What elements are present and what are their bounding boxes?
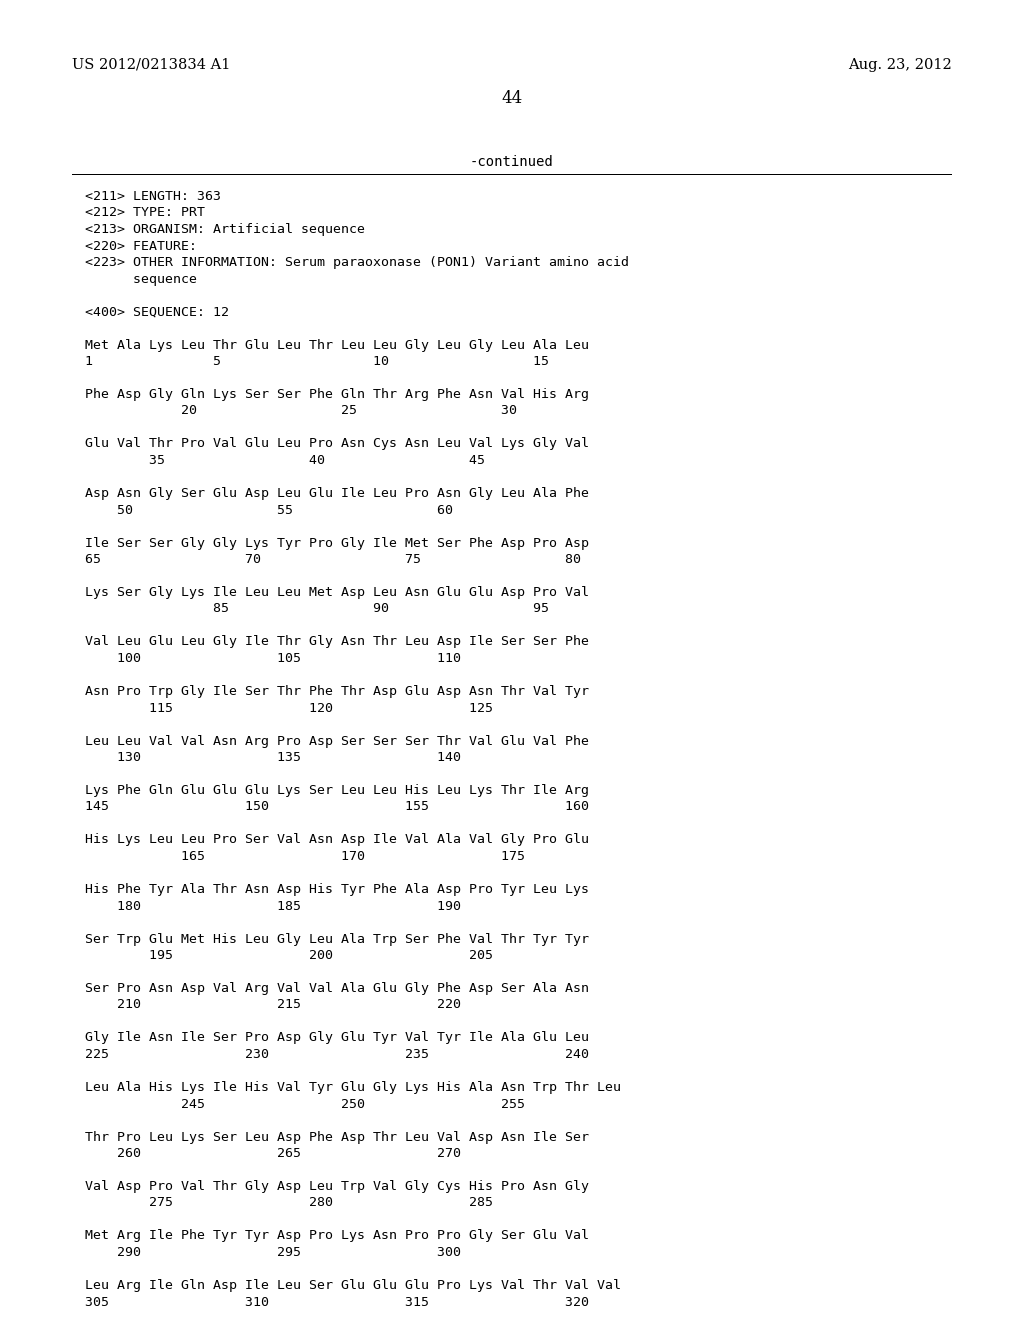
Text: <213> ORGANISM: Artificial sequence: <213> ORGANISM: Artificial sequence — [85, 223, 365, 236]
Text: Lys Phe Gln Glu Glu Glu Lys Ser Leu Leu His Leu Lys Thr Ile Arg: Lys Phe Gln Glu Glu Glu Lys Ser Leu Leu … — [85, 784, 589, 797]
Text: Lys Ser Gly Lys Ile Leu Leu Met Asp Leu Asn Glu Glu Asp Pro Val: Lys Ser Gly Lys Ile Leu Leu Met Asp Leu … — [85, 586, 589, 599]
Text: 100                 105                 110: 100 105 110 — [85, 652, 461, 665]
Text: His Lys Leu Leu Pro Ser Val Asn Asp Ile Val Ala Val Gly Pro Glu: His Lys Leu Leu Pro Ser Val Asn Asp Ile … — [85, 833, 589, 846]
Text: Asp Asn Gly Ser Glu Asp Leu Glu Ile Leu Pro Asn Gly Leu Ala Phe: Asp Asn Gly Ser Glu Asp Leu Glu Ile Leu … — [85, 487, 589, 500]
Text: 210                 215                 220: 210 215 220 — [85, 998, 461, 1011]
Text: 20                  25                  30: 20 25 30 — [85, 404, 517, 417]
Text: Val Leu Glu Leu Gly Ile Thr Gly Asn Thr Leu Asp Ile Ser Ser Phe: Val Leu Glu Leu Gly Ile Thr Gly Asn Thr … — [85, 635, 589, 648]
Text: 290                 295                 300: 290 295 300 — [85, 1246, 461, 1259]
Text: Leu Arg Ile Gln Asp Ile Leu Ser Glu Glu Glu Pro Lys Val Thr Val Val: Leu Arg Ile Gln Asp Ile Leu Ser Glu Glu … — [85, 1279, 621, 1292]
Text: Aug. 23, 2012: Aug. 23, 2012 — [848, 58, 952, 73]
Text: <400> SEQUENCE: 12: <400> SEQUENCE: 12 — [85, 305, 229, 318]
Text: <220> FEATURE:: <220> FEATURE: — [85, 239, 197, 252]
Text: Leu Leu Val Val Asn Arg Pro Asp Ser Ser Ser Thr Val Glu Val Phe: Leu Leu Val Val Asn Arg Pro Asp Ser Ser … — [85, 734, 589, 747]
Text: Phe Asp Gly Gln Lys Ser Ser Phe Gln Thr Arg Phe Asn Val His Arg: Phe Asp Gly Gln Lys Ser Ser Phe Gln Thr … — [85, 388, 589, 401]
Text: 85                  90                  95: 85 90 95 — [85, 602, 549, 615]
Text: Ile Ser Ser Gly Gly Lys Tyr Pro Gly Ile Met Ser Phe Asp Pro Asp: Ile Ser Ser Gly Gly Lys Tyr Pro Gly Ile … — [85, 536, 589, 549]
Text: sequence: sequence — [85, 272, 197, 285]
Text: 275                 280                 285: 275 280 285 — [85, 1196, 493, 1209]
Text: 245                 250                 255: 245 250 255 — [85, 1097, 525, 1110]
Text: Leu Ala His Lys Ile His Val Tyr Glu Gly Lys His Ala Asn Trp Thr Leu: Leu Ala His Lys Ile His Val Tyr Glu Gly … — [85, 1081, 621, 1094]
Text: <211> LENGTH: 363: <211> LENGTH: 363 — [85, 190, 221, 203]
Text: 1               5                   10                  15: 1 5 10 15 — [85, 355, 549, 368]
Text: <212> TYPE: PRT: <212> TYPE: PRT — [85, 206, 205, 219]
Text: 115                 120                 125: 115 120 125 — [85, 701, 493, 714]
Text: 195                 200                 205: 195 200 205 — [85, 949, 493, 962]
Text: Ser Pro Asn Asp Val Arg Val Val Ala Glu Gly Phe Asp Ser Ala Asn: Ser Pro Asn Asp Val Arg Val Val Ala Glu … — [85, 982, 589, 995]
Text: 145                 150                 155                 160: 145 150 155 160 — [85, 800, 589, 813]
Text: US 2012/0213834 A1: US 2012/0213834 A1 — [72, 58, 230, 73]
Text: 130                 135                 140: 130 135 140 — [85, 751, 461, 764]
Text: 44: 44 — [502, 90, 522, 107]
Text: <223> OTHER INFORMATION: Serum paraoxonase (PON1) Variant amino acid: <223> OTHER INFORMATION: Serum paraoxona… — [85, 256, 629, 269]
Text: Ser Trp Glu Met His Leu Gly Leu Ala Trp Ser Phe Val Thr Tyr Tyr: Ser Trp Glu Met His Leu Gly Leu Ala Trp … — [85, 932, 589, 945]
Text: 65                  70                  75                  80: 65 70 75 80 — [85, 553, 581, 566]
Text: 260                 265                 270: 260 265 270 — [85, 1147, 461, 1160]
Text: Met Arg Ile Phe Tyr Tyr Asp Pro Lys Asn Pro Pro Gly Ser Glu Val: Met Arg Ile Phe Tyr Tyr Asp Pro Lys Asn … — [85, 1229, 589, 1242]
Text: 180                 185                 190: 180 185 190 — [85, 899, 461, 912]
Text: -continued: -continued — [470, 154, 554, 169]
Text: Met Ala Lys Leu Thr Glu Leu Thr Leu Leu Gly Leu Gly Leu Ala Leu: Met Ala Lys Leu Thr Glu Leu Thr Leu Leu … — [85, 338, 589, 351]
Text: 50                  55                  60: 50 55 60 — [85, 503, 453, 516]
Text: 35                  40                  45: 35 40 45 — [85, 454, 485, 467]
Text: 225                 230                 235                 240: 225 230 235 240 — [85, 1048, 589, 1061]
Text: His Phe Tyr Ala Thr Asn Asp His Tyr Phe Ala Asp Pro Tyr Leu Lys: His Phe Tyr Ala Thr Asn Asp His Tyr Phe … — [85, 883, 589, 896]
Text: Glu Val Thr Pro Val Glu Leu Pro Asn Cys Asn Leu Val Lys Gly Val: Glu Val Thr Pro Val Glu Leu Pro Asn Cys … — [85, 437, 589, 450]
Text: Gly Ile Asn Ile Ser Pro Asp Gly Glu Tyr Val Tyr Ile Ala Glu Leu: Gly Ile Asn Ile Ser Pro Asp Gly Glu Tyr … — [85, 1031, 589, 1044]
Text: Val Asp Pro Val Thr Gly Asp Leu Trp Val Gly Cys His Pro Asn Gly: Val Asp Pro Val Thr Gly Asp Leu Trp Val … — [85, 1180, 589, 1193]
Text: 165                 170                 175: 165 170 175 — [85, 850, 525, 863]
Text: Asn Pro Trp Gly Ile Ser Thr Phe Thr Asp Glu Asp Asn Thr Val Tyr: Asn Pro Trp Gly Ile Ser Thr Phe Thr Asp … — [85, 685, 589, 698]
Text: Thr Pro Leu Lys Ser Leu Asp Phe Asp Thr Leu Val Asp Asn Ile Ser: Thr Pro Leu Lys Ser Leu Asp Phe Asp Thr … — [85, 1130, 589, 1143]
Text: 305                 310                 315                 320: 305 310 315 320 — [85, 1295, 589, 1308]
